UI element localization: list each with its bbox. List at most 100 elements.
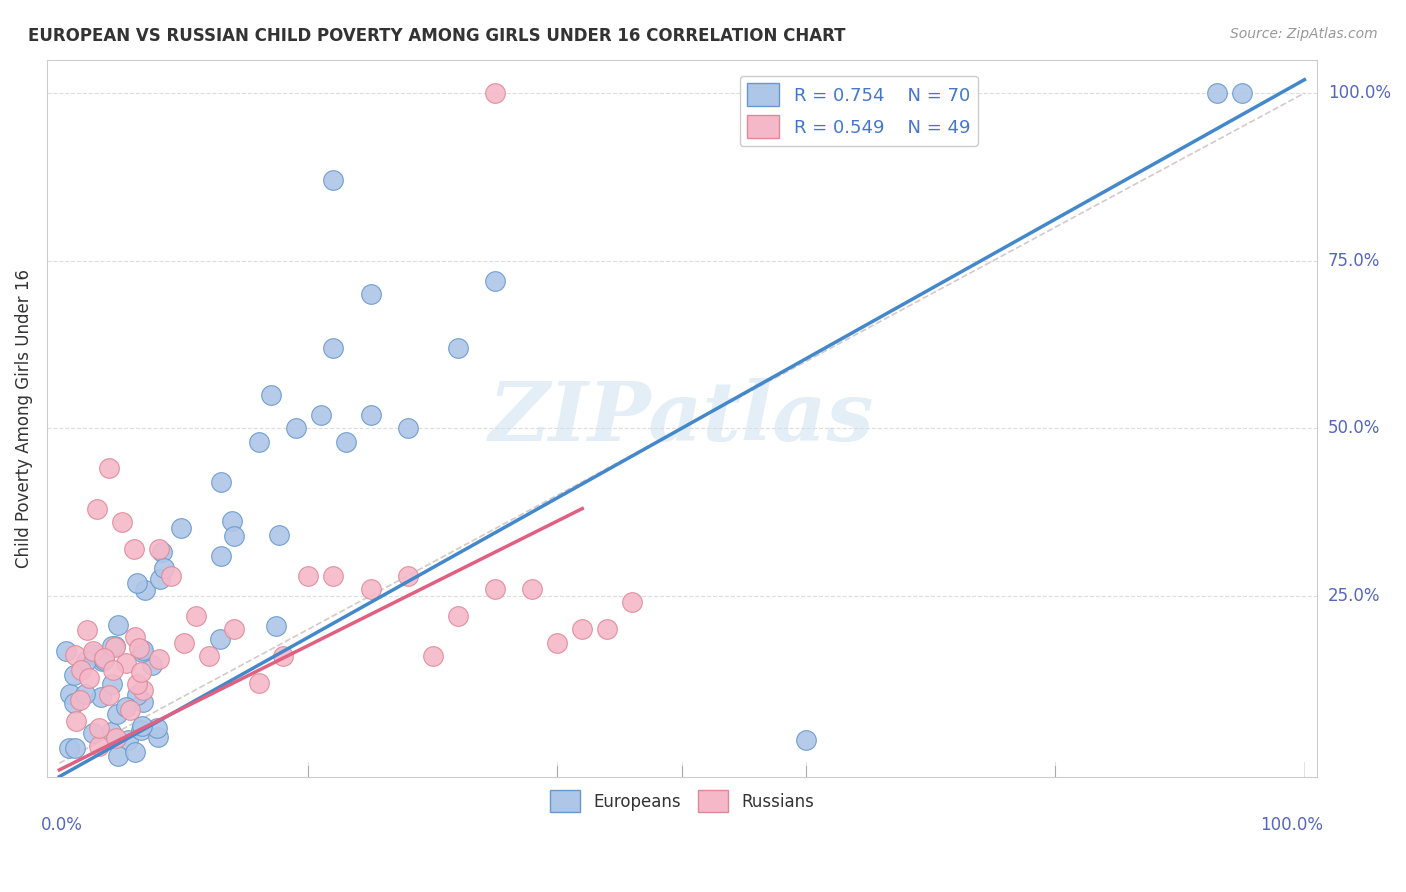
Point <box>148 652 170 666</box>
Point <box>284 421 307 435</box>
Text: 25.0%: 25.0% <box>1329 587 1381 605</box>
Point <box>484 274 506 288</box>
Point <box>273 648 295 663</box>
Point <box>82 644 104 658</box>
Point <box>131 719 153 733</box>
Point <box>360 582 382 596</box>
Point <box>209 549 232 563</box>
Point <box>132 682 155 697</box>
Point <box>247 434 270 449</box>
Point <box>132 642 155 657</box>
Point <box>69 693 91 707</box>
Point <box>1230 86 1253 100</box>
Point <box>173 635 195 649</box>
Point <box>396 421 419 435</box>
Point <box>103 639 125 653</box>
Point <box>101 663 124 677</box>
Point <box>91 654 114 668</box>
Point <box>75 687 97 701</box>
Point <box>920 86 942 100</box>
Point <box>209 632 232 646</box>
Point <box>297 568 319 582</box>
Point <box>447 608 470 623</box>
Point <box>93 650 115 665</box>
Point <box>125 576 148 591</box>
Point <box>447 341 470 355</box>
Point <box>100 676 122 690</box>
Point <box>197 648 219 663</box>
Point <box>322 568 344 582</box>
Point <box>65 648 87 662</box>
Point <box>150 544 173 558</box>
Point <box>360 408 382 422</box>
Point <box>93 652 115 666</box>
Point <box>124 630 146 644</box>
Point <box>422 648 444 663</box>
Point <box>58 740 80 755</box>
Y-axis label: Child Poverty Among Girls Under 16: Child Poverty Among Girls Under 16 <box>15 268 32 567</box>
Point <box>222 622 245 636</box>
Point <box>87 739 110 753</box>
Point <box>152 561 174 575</box>
Point <box>55 643 77 657</box>
Point <box>335 434 357 449</box>
Point <box>141 658 163 673</box>
Point <box>101 640 124 654</box>
Point <box>87 721 110 735</box>
Point <box>117 733 139 747</box>
Point <box>98 461 121 475</box>
Point <box>69 663 91 677</box>
Point <box>322 173 344 187</box>
Point <box>98 689 121 703</box>
Point <box>546 635 568 649</box>
Point <box>360 287 382 301</box>
Point <box>105 731 128 745</box>
Point <box>596 622 619 636</box>
Point <box>122 541 145 556</box>
Point <box>186 608 208 623</box>
Point <box>131 645 153 659</box>
Text: Source: ZipAtlas.com: Source: ZipAtlas.com <box>1230 27 1378 41</box>
Text: 75.0%: 75.0% <box>1329 252 1381 269</box>
Point <box>247 675 270 690</box>
Point <box>104 640 127 655</box>
Point <box>309 408 332 422</box>
Point <box>75 654 97 668</box>
Point <box>131 695 153 709</box>
Point <box>146 731 169 745</box>
Point <box>59 687 82 701</box>
Point <box>149 572 172 586</box>
Legend: Europeans, Russians: Europeans, Russians <box>543 784 821 819</box>
Point <box>264 619 287 633</box>
Point <box>571 622 593 636</box>
Point <box>105 706 128 721</box>
Point <box>63 740 86 755</box>
Point <box>82 726 104 740</box>
Point <box>148 541 170 556</box>
Point <box>129 723 152 737</box>
Point <box>127 688 149 702</box>
Point <box>260 387 283 401</box>
Point <box>209 475 232 489</box>
Point <box>796 732 818 747</box>
Point <box>169 521 191 535</box>
Text: 50.0%: 50.0% <box>1329 419 1381 437</box>
Point <box>124 745 146 759</box>
Point <box>484 582 506 596</box>
Point <box>76 623 98 637</box>
Text: 100.0%: 100.0% <box>1329 84 1391 102</box>
Point <box>221 514 243 528</box>
Text: EUROPEAN VS RUSSIAN CHILD POVERTY AMONG GIRLS UNDER 16 CORRELATION CHART: EUROPEAN VS RUSSIAN CHILD POVERTY AMONG … <box>28 27 845 45</box>
Point <box>269 528 291 542</box>
Point <box>1206 86 1229 100</box>
Point <box>522 582 544 596</box>
Point <box>160 568 183 582</box>
Point <box>128 640 150 655</box>
Point <box>129 665 152 679</box>
Point <box>79 672 101 686</box>
Point <box>65 714 87 729</box>
Point <box>63 697 86 711</box>
Point <box>621 595 644 609</box>
Point <box>115 657 138 671</box>
Point <box>120 703 142 717</box>
